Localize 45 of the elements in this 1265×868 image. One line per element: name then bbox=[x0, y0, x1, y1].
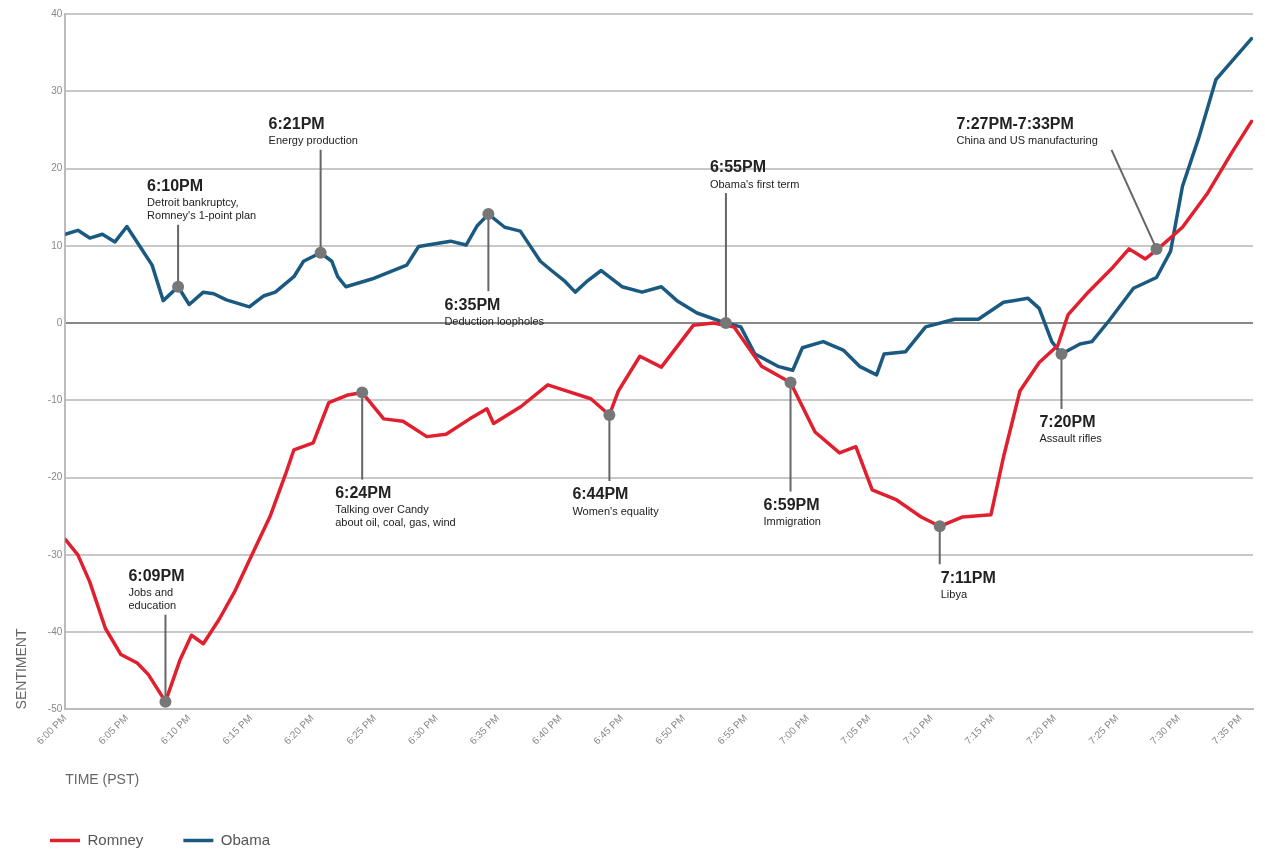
annotation: 6:24PM Talking over Candy about oil, coal, gas, wind bbox=[335, 484, 456, 529]
annotation: 6:44PM Women's equality bbox=[572, 485, 660, 517]
y-tick-label: 0 bbox=[56, 316, 63, 328]
x-tick-label: 7:15 PM bbox=[962, 712, 997, 747]
x-tick-label: 6:10 PM bbox=[158, 712, 193, 747]
x-tick-label: 7:05 PM bbox=[838, 712, 873, 747]
annotation: 6:21PM Energy production bbox=[268, 115, 358, 147]
x-tick-label: 7:20 PM bbox=[1024, 712, 1059, 747]
y-tick-label: 20 bbox=[51, 162, 63, 174]
x-tick-label: 7:25 PM bbox=[1086, 712, 1121, 747]
x-tick-label: 7:30 PM bbox=[1148, 712, 1183, 747]
annotation: 7:11PM Libya bbox=[940, 568, 996, 600]
x-axis-title: TIME (PST) bbox=[65, 771, 140, 788]
x-tick-label: 6:35 PM bbox=[467, 712, 502, 747]
y-tick-label: 10 bbox=[51, 239, 63, 251]
x-tick-label: 7:35 PM bbox=[1209, 712, 1244, 747]
annotation: 7:20PM Assault rifles bbox=[1039, 413, 1103, 445]
y-axis-title: SENTIMENT bbox=[13, 628, 30, 710]
x-tick-label: 7:10 PM bbox=[900, 712, 935, 747]
x-tick-label: 6:40 PM bbox=[529, 712, 564, 747]
legend-label: Obama bbox=[220, 830, 271, 848]
y-tick-label: -10 bbox=[47, 394, 63, 406]
annotation: 6:59PM Immigration bbox=[763, 495, 821, 528]
y-tick-label: 40 bbox=[51, 7, 63, 19]
x-tick-label: 6:50 PM bbox=[652, 712, 687, 747]
x-tick-label: 6:15 PM bbox=[220, 712, 255, 747]
y-tick-label: 30 bbox=[51, 85, 63, 97]
x-tick-label: 7:00 PM bbox=[776, 712, 811, 747]
x-tick-label: 6:00 PM bbox=[34, 712, 69, 747]
legend-label: Romney bbox=[87, 830, 144, 848]
x-tick-label: 6:55 PM bbox=[715, 712, 750, 747]
annotation: 7:27PM-7:33PM China and US manufacturing bbox=[956, 115, 1098, 147]
y-tick-label: -40 bbox=[47, 625, 63, 637]
annotation: 6:10PM Detroit bankruptcy, Romney's 1-point plan bbox=[147, 177, 257, 222]
x-tick-label: 6:20 PM bbox=[281, 712, 316, 747]
x-tick-label: 6:30 PM bbox=[405, 712, 440, 747]
x-tick-label: 6:05 PM bbox=[96, 712, 131, 747]
y-tick-label: -50 bbox=[47, 703, 63, 715]
x-tick-label: 6:45 PM bbox=[591, 712, 626, 747]
annotation: 6:55PM Obama's first term bbox=[709, 158, 800, 190]
annotation: 6:35PM Deduction loopholes bbox=[444, 295, 545, 327]
y-tick-label: -20 bbox=[47, 471, 63, 483]
x-tick-label: 6:25 PM bbox=[344, 712, 379, 747]
y-tick-label: -30 bbox=[47, 548, 63, 560]
annotation: 6:09PM Jobs and education bbox=[128, 567, 185, 612]
